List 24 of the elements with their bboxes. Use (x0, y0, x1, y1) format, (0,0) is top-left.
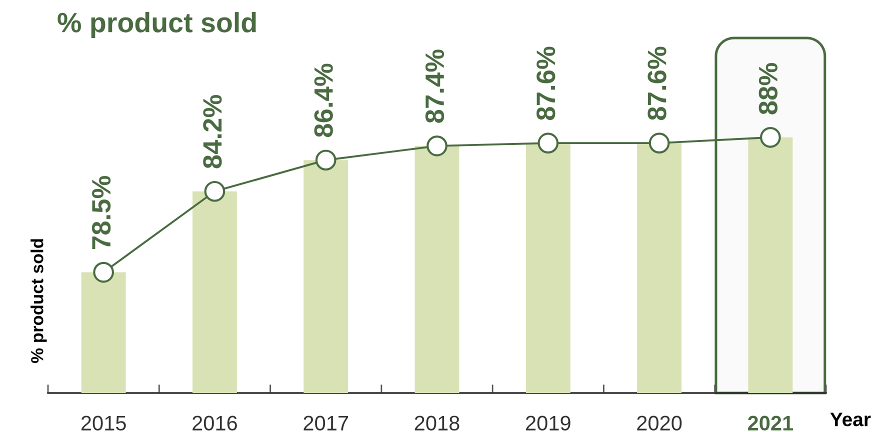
point (426, 136, 448, 156)
data-label: 86.4% (314, 64, 333, 138)
x-tick-label: 2015 (81, 416, 126, 431)
data-label: 84.2% (203, 95, 222, 168)
point (315, 150, 336, 171)
chart-title: % product sold (58, 12, 256, 38)
data-label: 78.5% (92, 176, 111, 249)
y-axis-title: % product sold (30, 239, 47, 363)
data-label: 87.4% (425, 50, 444, 123)
point (93, 262, 114, 283)
data-label: 88% (758, 63, 778, 114)
point (538, 132, 559, 154)
point (648, 132, 670, 154)
data-label: 87.6% (536, 46, 556, 120)
point (760, 126, 781, 148)
x-tick-label: 2016 (192, 416, 237, 431)
data-label: 87.6% (648, 46, 666, 120)
x-tick-label: 2020 (637, 416, 682, 431)
point (204, 180, 226, 202)
x-tick-label: 2019 (526, 416, 570, 431)
x-tick-label: 2021 (748, 416, 794, 431)
x-tick-label: 2018 (414, 416, 460, 431)
x-axis-title: Year (830, 412, 871, 426)
x-tick-label: 2017 (304, 416, 348, 431)
